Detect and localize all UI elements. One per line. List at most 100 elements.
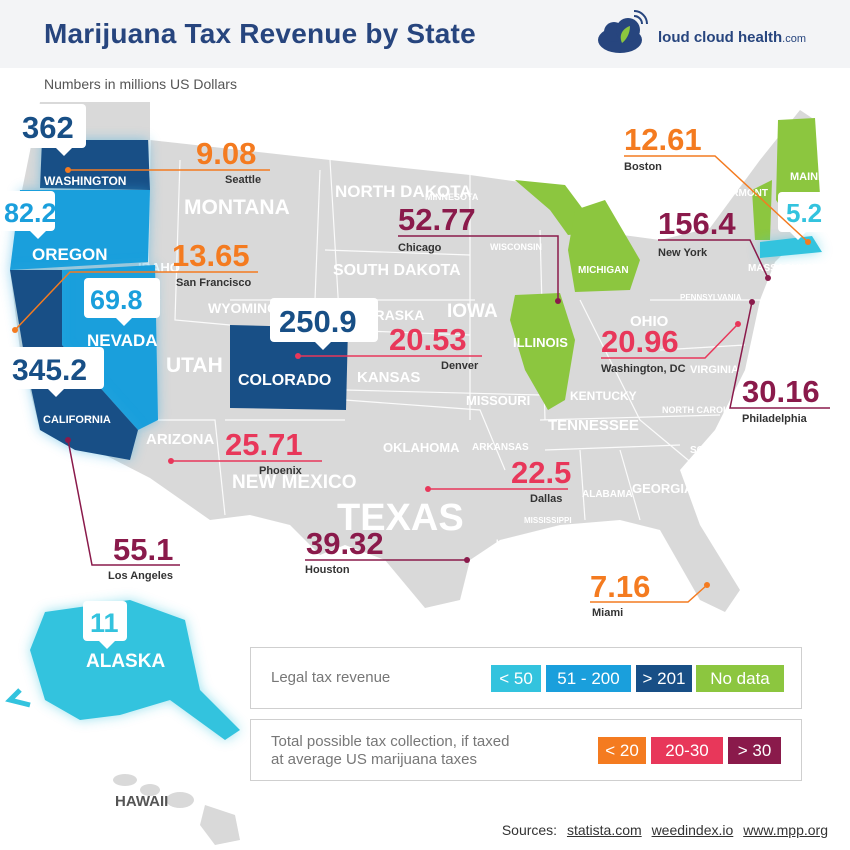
- svg-text:25.71: 25.71: [225, 427, 303, 462]
- svg-text:5.2: 5.2: [786, 198, 822, 228]
- brand-logo-icon: [598, 10, 648, 53]
- legend-swatch-nodata: No data: [696, 665, 784, 692]
- svg-text:22.5: 22.5: [511, 455, 571, 490]
- svg-text:Phoenix: Phoenix: [259, 465, 303, 477]
- legend-swatch-51-200: 51 - 200: [546, 665, 631, 692]
- svg-text:30.16: 30.16: [742, 374, 820, 409]
- state-alaska: [5, 600, 240, 740]
- svg-text:Houston: Houston: [305, 564, 350, 576]
- svg-text:20.96: 20.96: [601, 324, 679, 359]
- label-iowa: IOWA: [447, 301, 498, 322]
- label-mississippi: MISSISSIPPI: [524, 516, 572, 525]
- svg-text:Chicago: Chicago: [398, 242, 442, 254]
- state-label-massachusetts: MASSACHUSETTS: [748, 263, 838, 274]
- city-san-francisco: 13.65 San Francisco: [12, 238, 258, 333]
- label-montana: MONTANA: [184, 196, 290, 219]
- label-pennsylvania: PENNSYLVANIA: [680, 293, 742, 302]
- callout-washington: 362: [13, 104, 86, 156]
- city-new-york: 156.4 New York: [658, 206, 771, 281]
- callout-nevada: 69.8: [84, 278, 160, 326]
- label-kentucky: KENTUCKY: [570, 389, 637, 403]
- label-georgia: GEORGIA: [632, 481, 694, 496]
- city-chicago: 52.77 Chicago: [398, 202, 561, 304]
- us-base-map: [10, 102, 818, 612]
- callout-massachusetts: 5.2: [778, 192, 834, 240]
- label-south-carolina: SOUTH CAROLINA: [690, 445, 781, 456]
- sources-label: Sources:: [501, 822, 558, 838]
- state-label-california: CALIFORNIA: [43, 414, 111, 426]
- label-utah: UTAH: [166, 354, 223, 377]
- label-missouri: MISSOURI: [466, 393, 530, 408]
- state-label-alaska: ALASKA: [86, 651, 165, 672]
- label-north-dakota: NORTH DAKOTA: [335, 182, 472, 201]
- svg-text:12.61: 12.61: [624, 122, 702, 157]
- svg-text:55.1: 55.1: [113, 532, 173, 567]
- svg-text:New York: New York: [658, 247, 708, 259]
- sources: Sources: statista.com weedindex.io www.m…: [502, 822, 828, 838]
- state-colorado: [230, 325, 348, 410]
- legend-possible: Total possible tax collection, if taxed …: [250, 719, 802, 781]
- label-minnesota: MINNESOTA: [425, 192, 479, 202]
- svg-text:San Francisco: San Francisco: [176, 277, 251, 289]
- svg-text:Boston: Boston: [624, 161, 662, 173]
- label-virginia: VIRGINIA: [690, 364, 739, 376]
- city-seattle: 9.08 Seattle: [65, 136, 270, 186]
- svg-text:52.77: 52.77: [398, 202, 476, 237]
- svg-text:39.32: 39.32: [306, 526, 384, 561]
- label-new-mexico: NEW MEXICO: [232, 472, 357, 493]
- label-alabama: ALABAMA: [582, 489, 633, 500]
- legend-revenue-label: Legal tax revenue: [271, 669, 391, 686]
- header-bar: Marijuana Tax Revenue by State loud clou…: [0, 0, 850, 68]
- state-label-nevada: NEVADA: [87, 331, 158, 350]
- page-title: Marijuana Tax Revenue by State: [44, 18, 476, 49]
- source-link-weedindex[interactable]: weedindex.io: [651, 822, 734, 838]
- source-link-mpp[interactable]: www.mpp.org: [743, 822, 828, 838]
- city-los-angeles: 55.1 Los Angeles: [65, 437, 180, 582]
- svg-text:82.2: 82.2: [4, 198, 57, 228]
- city-houston: 39.32 Houston: [305, 526, 470, 576]
- state-label-michigan: MICHIGAN: [578, 265, 629, 276]
- state-label-illinois: ILLINOIS: [513, 335, 568, 350]
- label-kansas: KANSAS: [357, 369, 420, 386]
- label-wisconsin: WISCONSIN: [490, 242, 542, 252]
- label-ohio: OHIO: [630, 313, 669, 330]
- city-boston: 12.61 Boston: [624, 122, 811, 245]
- city-dallas: 22.5 Dallas: [425, 455, 571, 505]
- svg-text:362: 362: [22, 110, 74, 145]
- state-label-maine: MAINE: [790, 171, 825, 183]
- label-arizona: ARIZONA: [146, 431, 214, 448]
- svg-text:Miami: Miami: [592, 607, 623, 619]
- source-link-statista[interactable]: statista.com: [566, 822, 642, 838]
- svg-text:Denver: Denver: [441, 360, 479, 372]
- svg-text:11: 11: [90, 608, 119, 638]
- svg-text:Washington, DC: Washington, DC: [601, 363, 686, 375]
- svg-text:7.16: 7.16: [590, 569, 650, 604]
- callout-oregon: 82.2: [0, 191, 57, 239]
- state-label-colorado: COLORADO: [238, 372, 331, 389]
- label-tennessee: TENNESSEE: [548, 417, 639, 434]
- svg-text:Seattle: Seattle: [225, 174, 261, 186]
- svg-text:9.08: 9.08: [196, 136, 256, 171]
- legend-revenue: Legal tax revenue < 50 51 - 200 > 201 No…: [250, 647, 802, 709]
- svg-text:Philadelphia: Philadelphia: [742, 413, 808, 425]
- svg-text:Los Angeles: Los Angeles: [108, 570, 173, 582]
- svg-text:250.9: 250.9: [279, 304, 357, 339]
- city-miami: 7.16 Miami: [590, 569, 710, 619]
- label-wyoming: WYOMING: [208, 300, 278, 316]
- label-louisiana: LOUISIANA: [496, 538, 546, 548]
- svg-text:20.53: 20.53: [389, 322, 467, 357]
- label-south-dakota: SOUTH DAKOTA: [333, 262, 461, 279]
- svg-text:156.4: 156.4: [658, 206, 736, 241]
- state-label-washington: WASHINGTON: [44, 174, 126, 188]
- legend-swatch-gt30: > 30: [728, 737, 781, 764]
- label-north-carolina: NORTH CAROLINA: [662, 405, 744, 415]
- city-philadelphia: 30.16 Philadelphia: [729, 299, 830, 425]
- brand-name: loud cloud health.com: [658, 29, 807, 46]
- legend-possible-label: Total possible tax collection, if taxed …: [271, 733, 510, 768]
- label-hawaii: HAWAII: [115, 793, 168, 810]
- city-phoenix: 25.71 Phoenix: [168, 427, 322, 477]
- svg-text:Dallas: Dallas: [530, 493, 562, 505]
- label-oklahoma: OKLAHOMA: [383, 440, 460, 455]
- label-arkansas: ARKANSAS: [472, 442, 529, 453]
